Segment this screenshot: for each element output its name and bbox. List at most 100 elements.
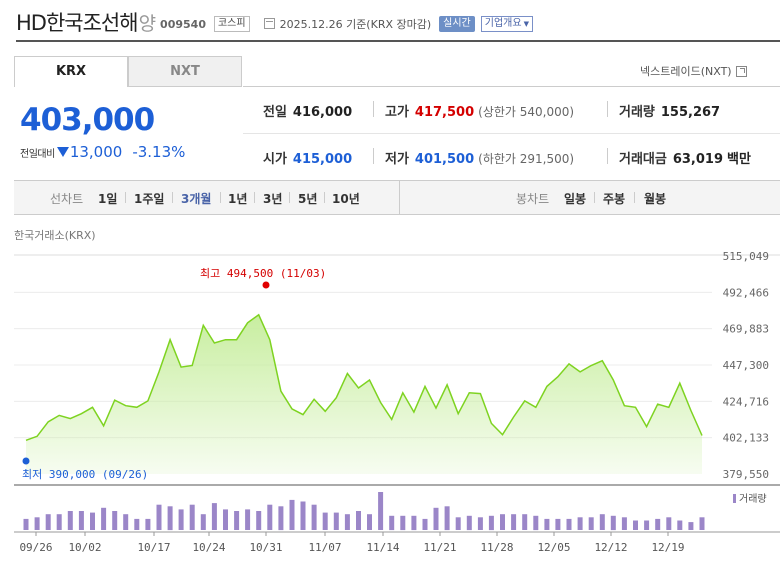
high-annotation: 최고 494,500 (11/03) <box>200 267 326 280</box>
volume-bar <box>555 518 561 530</box>
stats-divider <box>243 133 780 134</box>
period-separator <box>125 192 126 203</box>
x-tick-label: 12/05 <box>537 541 570 554</box>
volume-bar <box>411 515 417 531</box>
volume-bar <box>67 511 73 530</box>
nxt-link[interactable]: 넥스트레이드(NXT) <box>640 63 747 79</box>
y-tick-label: 402,133 <box>723 432 769 445</box>
volume-bar <box>300 501 306 530</box>
stat-separator <box>607 101 608 117</box>
volume-bar <box>123 514 129 530</box>
x-tick-label: 10/31 <box>249 541 282 554</box>
calendar-icon <box>263 18 275 29</box>
period-1d[interactable]: 1일 <box>98 192 118 206</box>
volume-bar <box>344 514 350 530</box>
market-badge: 코스피 <box>213 15 250 32</box>
volume-bar <box>311 504 317 530</box>
candle-weekly[interactable]: 주봉 <box>603 192 626 206</box>
volume-legend: 거래량 <box>739 493 767 505</box>
tab-nxt[interactable]: NXT <box>128 56 242 87</box>
volume-bar <box>621 517 627 530</box>
line-chart-label: 선차트 <box>50 192 84 206</box>
volume-bar <box>500 514 505 530</box>
quote-date: 2025.12.26 기준(KRX 장마감) <box>279 17 432 31</box>
volume-bar <box>367 514 372 530</box>
volume-bar <box>677 520 683 530</box>
volume-bar <box>577 517 583 530</box>
stock-name-suffix: 양 <box>138 12 157 35</box>
x-tick-label: 11/07 <box>308 541 341 554</box>
chevron-down-icon: ▼ <box>523 19 529 28</box>
volume-bar <box>688 522 694 530</box>
low-marker <box>22 457 30 465</box>
period-separator <box>634 192 635 203</box>
stat-value: 416,000 <box>292 105 353 120</box>
change-label: 전일대비 <box>20 149 55 160</box>
y-tick-label: 469,883 <box>723 323 769 336</box>
volume-bar <box>289 499 295 530</box>
low-annotation: 최저 390,000 (09/26) <box>22 468 148 481</box>
y-tick-label: 492,466 <box>723 286 769 299</box>
period-bar-divider <box>399 181 400 214</box>
tab-divider <box>243 86 780 87</box>
stock-name: HD한국조선해 <box>16 11 139 35</box>
candle-chart-label: 봉차트 <box>516 192 550 206</box>
stat-open: 시가 415,000 <box>263 148 352 167</box>
stat-volume: 거래량 155,267 <box>619 101 720 120</box>
realtime-button[interactable]: 실시간 <box>439 15 475 32</box>
volume-bar <box>655 518 661 530</box>
volume-bar <box>444 506 450 531</box>
volume-bar <box>511 514 517 530</box>
volume-bar <box>477 517 483 530</box>
x-tick-label: 10/24 <box>192 541 225 554</box>
volume-bar <box>134 518 140 530</box>
candle-monthly[interactable]: 월봉 <box>644 192 667 206</box>
tab-krx[interactable]: KRX <box>14 56 128 87</box>
x-tick-label: 10/17 <box>137 541 170 554</box>
volume-bar <box>544 518 550 530</box>
period-5y[interactable]: 5년 <box>298 192 318 206</box>
price-area <box>26 314 702 474</box>
volume-bar <box>112 511 118 530</box>
stat-high: 고가 417,500 (상한가 540,000) <box>385 101 574 120</box>
external-link-icon <box>735 65 747 77</box>
x-tick-label: 12/19 <box>651 541 684 554</box>
stat-label: 거래량 <box>619 105 655 120</box>
period-10y[interactable]: 10년 <box>332 192 360 206</box>
volume-bar <box>101 507 107 530</box>
candle-daily[interactable]: 일봉 <box>564 192 587 206</box>
stat-value: 63,019 <box>672 152 724 167</box>
volume-bar <box>278 506 284 531</box>
company-overview-label: 기업개요 <box>484 17 522 29</box>
period-1y[interactable]: 1년 <box>228 192 248 206</box>
period-3y[interactable]: 3년 <box>263 192 283 206</box>
volume-bar <box>378 492 384 530</box>
volume-bar <box>267 504 273 530</box>
stat-label: 전일 <box>263 105 287 120</box>
stat-separator <box>607 148 608 164</box>
change-percent: -3.13% <box>132 143 186 161</box>
company-overview-button[interactable]: 기업개요 ▼ <box>480 15 533 32</box>
period-1w[interactable]: 1주일 <box>134 192 165 206</box>
stat-low: 저가 401,500 (하한가 291,500) <box>385 148 574 167</box>
period-separator <box>289 192 290 203</box>
volume-bar <box>23 518 29 530</box>
volume-bar <box>178 509 184 530</box>
period-3m[interactable]: 3개월 <box>181 192 212 206</box>
volume-bar <box>610 515 616 531</box>
current-price: 403,000 <box>20 102 155 138</box>
price-change: 전일대비 13,000 -3.13% <box>20 143 185 161</box>
volume-bar <box>666 517 672 530</box>
x-tick-label: 12/12 <box>594 541 627 554</box>
stat-separator <box>373 148 374 164</box>
upper-limit: (상한가 540,000) <box>478 105 575 119</box>
volume-bar <box>699 517 705 530</box>
change-amount: 13,000 <box>69 143 123 161</box>
lower-limit: (하한가 291,500) <box>478 152 575 166</box>
volume-bar <box>211 503 217 530</box>
chart-caption: 한국거래소(KRX) <box>14 229 96 242</box>
header-divider <box>16 40 780 42</box>
stat-label: 저가 <box>385 152 409 167</box>
period-separator <box>220 192 221 203</box>
